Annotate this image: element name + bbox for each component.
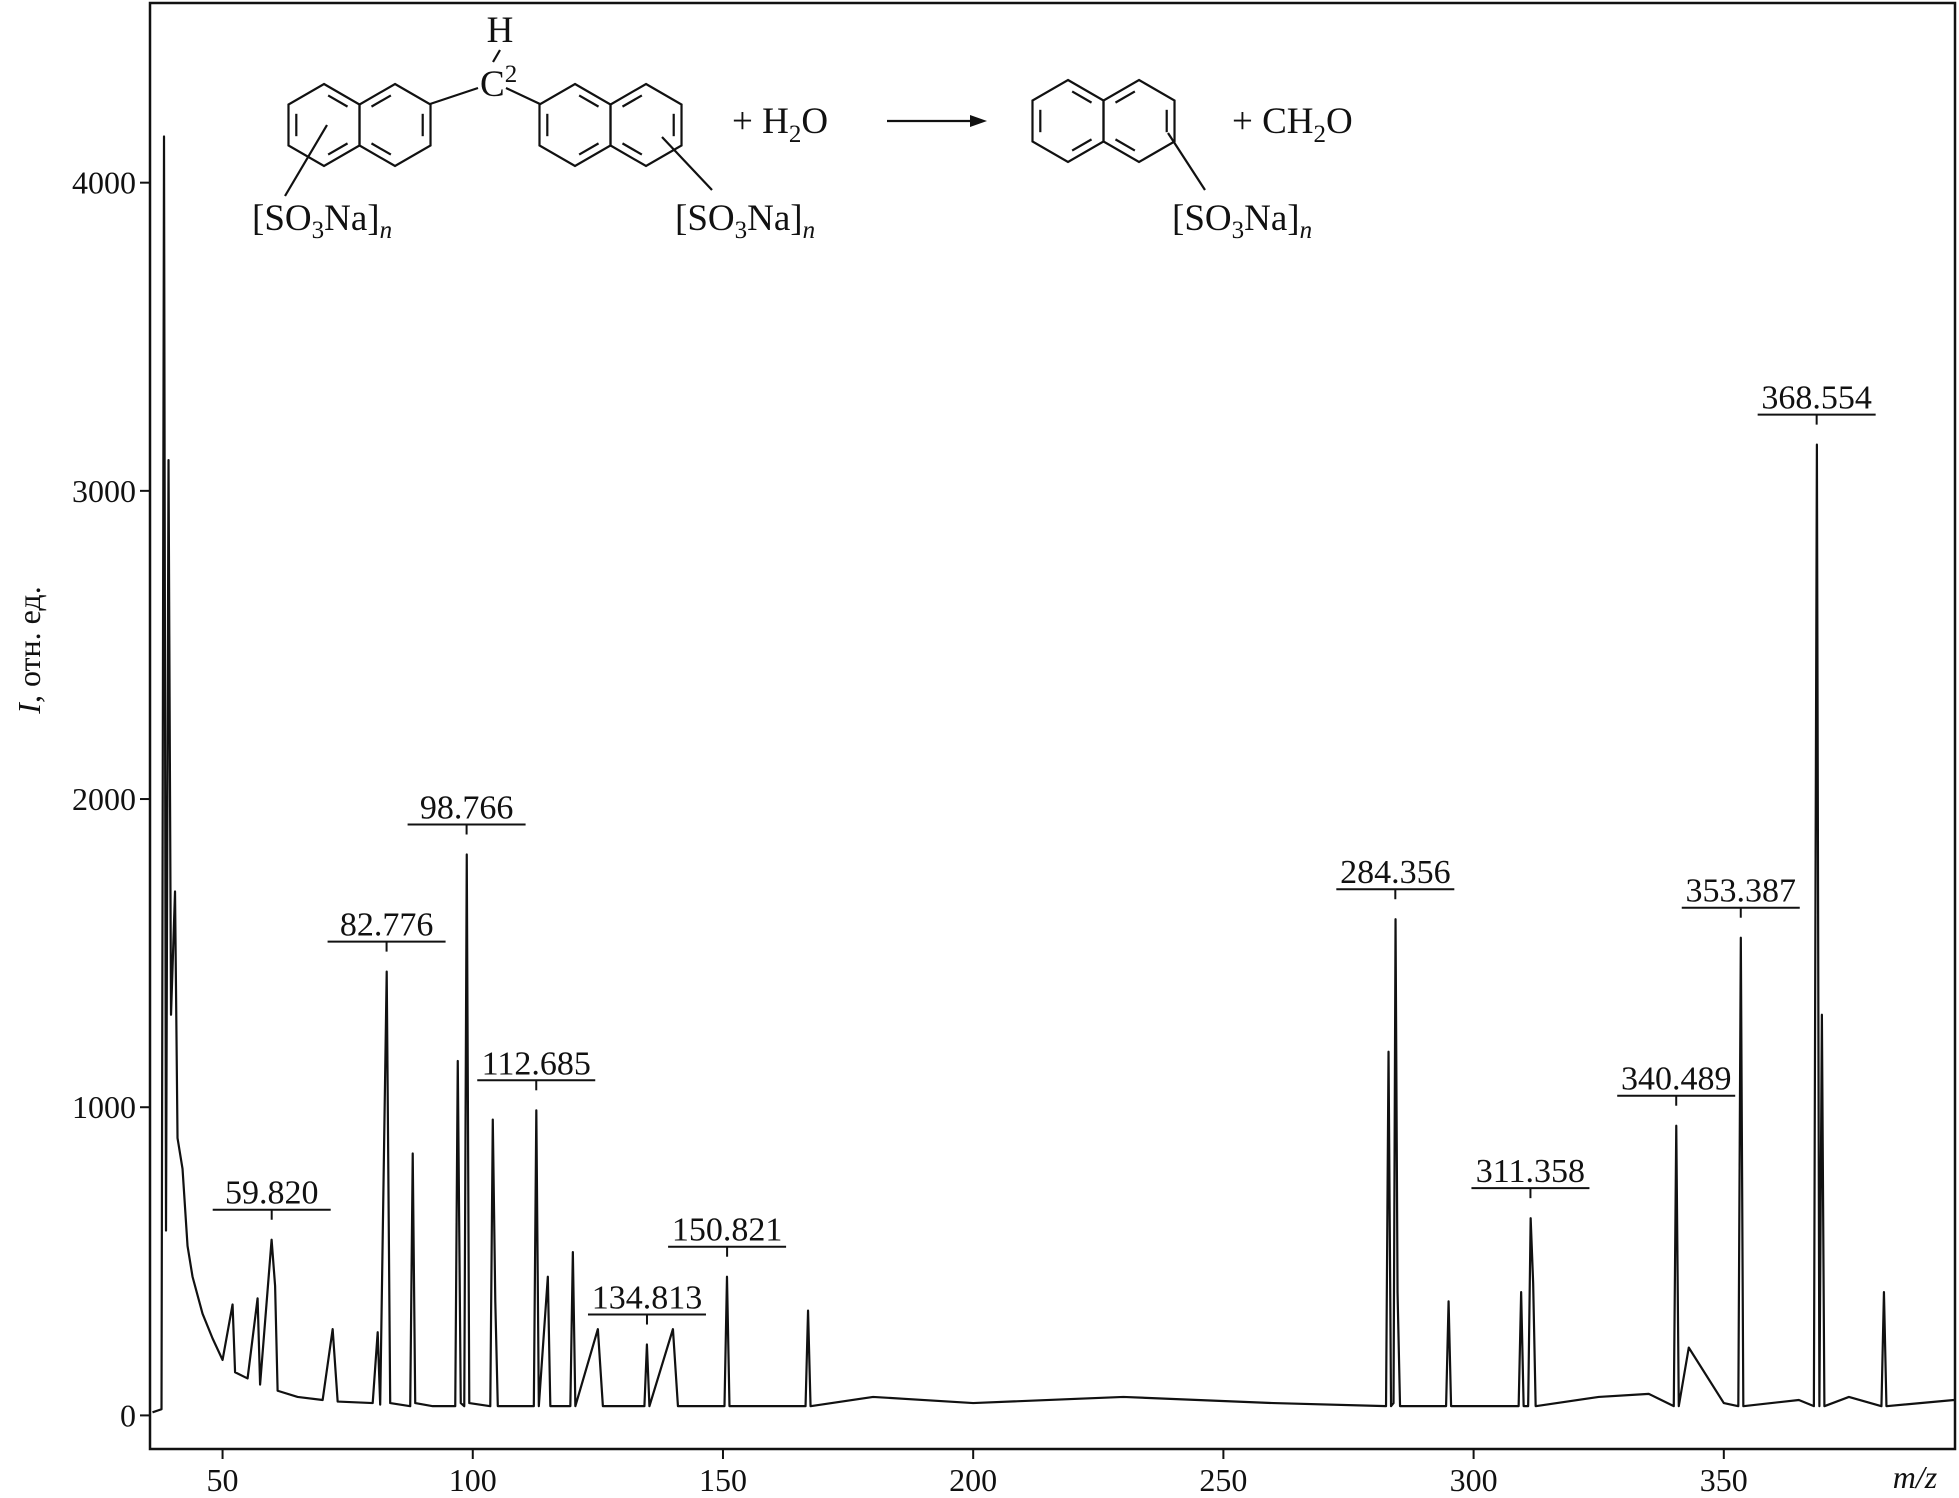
double-bond: [578, 142, 600, 156]
ring: [1102, 78, 1176, 164]
y-tick-label: 2000: [72, 781, 136, 817]
t: 3: [1232, 217, 1245, 244]
x-tick-label: 350: [1700, 1462, 1748, 1498]
t: [SO: [1172, 198, 1232, 239]
substituent: [SO3Na]n: [252, 198, 392, 244]
ring: [538, 82, 612, 168]
double-bond: [327, 94, 349, 108]
t: [SO: [252, 198, 312, 239]
substituent-bond: [661, 136, 713, 191]
t: I: [11, 702, 47, 715]
double-bond: [578, 94, 600, 108]
bond: [492, 49, 501, 63]
double-bond: [1114, 138, 1136, 152]
x-tick-label: 150: [699, 1462, 747, 1498]
bond: [429, 86, 479, 106]
peak-label: 311.358: [1476, 1153, 1585, 1190]
t: Na]: [747, 198, 802, 239]
y-tick-label: 4000: [72, 165, 136, 201]
scheme-h: H: [487, 10, 514, 51]
arrow-head: [970, 115, 987, 127]
peak-label: 368.554: [1761, 380, 1872, 417]
x-tick-label: 300: [1450, 1462, 1498, 1498]
t: n: [1300, 217, 1313, 244]
t: Na]: [324, 198, 379, 239]
double-bond: [1114, 90, 1136, 104]
t: O: [801, 101, 828, 142]
x-tick-label: 200: [949, 1462, 997, 1498]
x-tick-label: 250: [1199, 1462, 1247, 1498]
t: 2: [1314, 121, 1327, 148]
peak-label: 340.489: [1621, 1061, 1732, 1098]
peak-label: 112.685: [482, 1045, 591, 1082]
peak-label: 353.387: [1686, 873, 1797, 910]
t: 2: [789, 121, 802, 148]
t: [SO: [675, 198, 735, 239]
substituent-bond: [284, 124, 328, 197]
y-tick-label: 3000: [72, 473, 136, 509]
y-tick-label: 1000: [72, 1089, 136, 1125]
double-bond: [370, 94, 392, 108]
plot-frame: [148, 1, 1957, 1451]
t: O: [1326, 101, 1353, 142]
y-axis-label: I, отн. ед.: [11, 586, 47, 714]
peak-label: 82.776: [340, 907, 434, 944]
y-tick-label: 0: [120, 1397, 136, 1433]
t: + H: [732, 101, 789, 142]
ring: [609, 82, 683, 168]
ring: [358, 82, 432, 168]
t: n: [380, 217, 393, 244]
x-tick-label: 50: [207, 1462, 239, 1498]
scheme-c-text: C: [480, 64, 505, 105]
spectrum-line: [152, 135, 1955, 1414]
t: 3: [312, 217, 325, 244]
ring: [287, 82, 361, 168]
t: Na]: [1244, 198, 1299, 239]
reaction-scheme: H C2 + H2O + CH2O [SO3Na]n [SO3Na]n [SO3…: [252, 10, 1353, 244]
bond: [505, 87, 541, 105]
substituent: [SO3Na]n: [675, 198, 815, 244]
double-bond: [621, 94, 643, 108]
peak-label: 284.356: [1340, 854, 1451, 891]
double-bond: [327, 142, 349, 156]
t: n: [803, 217, 816, 244]
substituent: [SO3Na]n: [1172, 198, 1312, 244]
x-axis-label: m/z: [1893, 1459, 1938, 1495]
peak-label: 59.820: [225, 1175, 319, 1212]
double-bond: [1071, 90, 1093, 104]
t: + CH: [1232, 101, 1314, 142]
x-tick-label: 100: [449, 1462, 497, 1498]
double-bond: [370, 142, 392, 156]
t: 3: [735, 217, 748, 244]
peak-label: 150.821: [672, 1212, 783, 1249]
scheme-plus-formaldehyde: + CH2O: [1232, 101, 1353, 148]
scheme-c: C2: [480, 61, 517, 105]
peak-label: 134.813: [592, 1280, 703, 1317]
peak-label: 98.766: [420, 790, 514, 827]
double-bond: [621, 142, 643, 156]
ring: [1031, 78, 1105, 164]
scheme-c-sup: 2: [505, 61, 518, 88]
t: , отн. ед.: [11, 586, 47, 703]
scheme-plus-water: + H2O: [732, 101, 828, 148]
double-bond: [1071, 138, 1093, 152]
